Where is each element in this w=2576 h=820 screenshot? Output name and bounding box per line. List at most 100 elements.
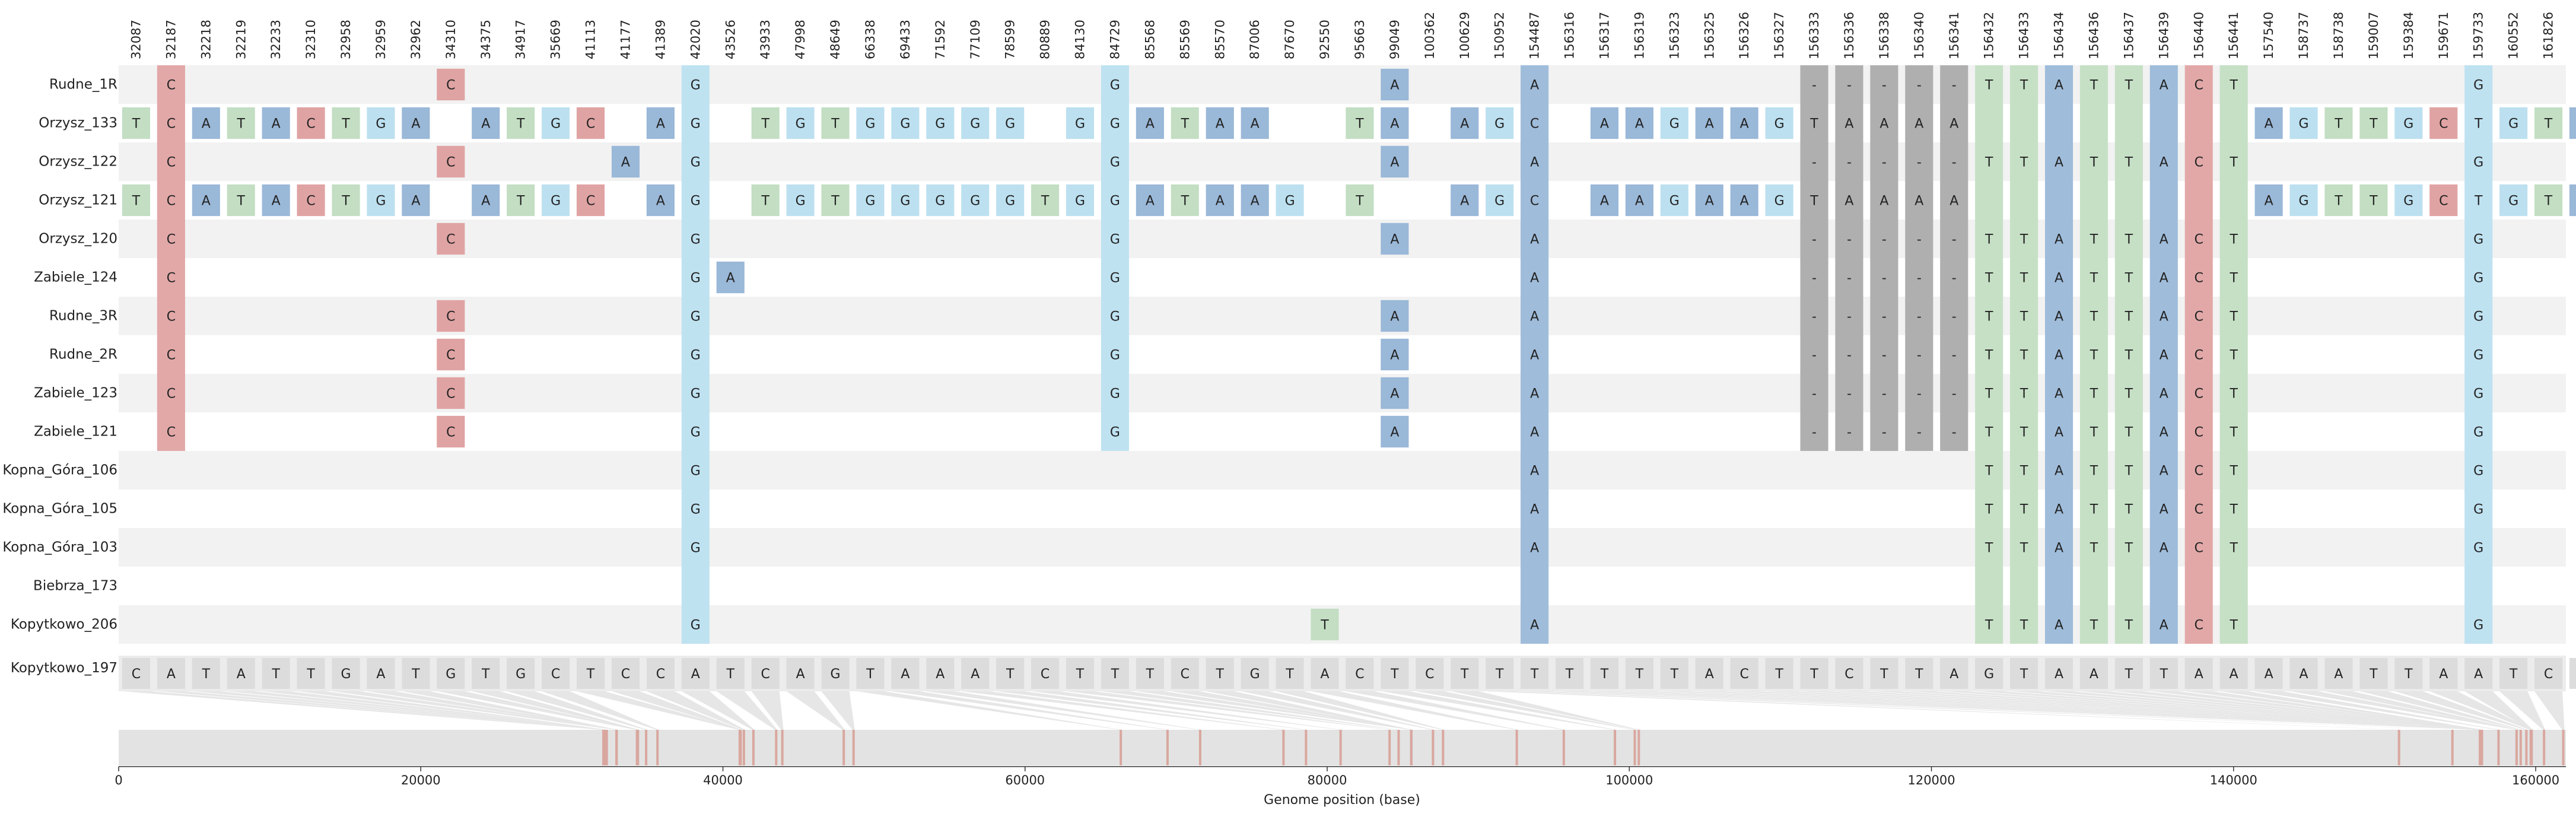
allele-cell [1066, 107, 1095, 139]
x-tick-label: 20000 [401, 773, 441, 787]
sample-label: Kopytkowo_206 [11, 617, 117, 633]
allele-text: G [1110, 310, 1120, 325]
allele-cell [926, 184, 955, 217]
position-label: 159671 [2437, 12, 2451, 59]
position-label: 85568 [1143, 20, 1157, 59]
position-label: 150952 [1493, 12, 1507, 59]
allele-text: A [2055, 348, 2063, 363]
allele-text: G [2403, 194, 2413, 209]
allele-text: - [1812, 348, 1817, 363]
allele-text: C [2439, 194, 2448, 209]
reference-base: A [936, 667, 944, 682]
connector [2219, 691, 2483, 730]
position-label: 156327 [1772, 12, 1786, 59]
allele-text: - [1917, 233, 1922, 247]
allele-text: A [1705, 117, 1714, 132]
allele-cell [1381, 415, 1409, 448]
position-label: 34375 [479, 20, 493, 59]
reference-cell [2219, 658, 2248, 689]
reference-base: C [621, 667, 630, 682]
x-tick-label: 140000 [2210, 773, 2257, 787]
allele-text: G [2473, 78, 2483, 93]
allele-text: G [376, 194, 386, 209]
position-label: 34310 [444, 20, 458, 59]
allele-text: T [1181, 194, 1190, 209]
position-labels: 32087 32187 32218 32219 32233 32310 32958 32959… [129, 12, 2555, 59]
reference-base: T [1670, 667, 1679, 682]
reference-base: A [2474, 667, 2483, 682]
reference-cell [1940, 658, 1968, 689]
connector [576, 691, 741, 730]
reference-cell [2324, 658, 2353, 689]
position-label: 156326 [1737, 12, 1751, 59]
position-label: 78599 [1003, 20, 1017, 59]
reference-base: T [586, 667, 595, 682]
allele-cell [1381, 68, 1409, 101]
reference-cell [297, 658, 325, 689]
allele-text: A [2055, 503, 2063, 517]
allele-cells: C C G G A A - - - - - T T A T T A C T G T C A T A C T G A A T G C A G T G T G G… [122, 68, 2576, 641]
genome-marker [1397, 730, 1400, 765]
allele-text: C [167, 310, 176, 325]
allele-text: T [1355, 194, 1364, 209]
allele-cell [1451, 107, 1479, 139]
position-label: 156436 [2087, 12, 2101, 59]
allele-text: G [900, 194, 910, 209]
reference-base: C [1425, 667, 1434, 682]
allele-text: A [1390, 310, 1399, 325]
reference-cell [1346, 658, 1374, 689]
allele-text: A [1530, 425, 1539, 440]
allele-text: T [2125, 425, 2133, 440]
connector [2010, 691, 2483, 730]
sample-label: Kopna_Góra_103 [2, 540, 117, 555]
reference-base: T [202, 667, 211, 682]
reference-base: C [761, 667, 769, 682]
allele-cell [2254, 107, 2283, 139]
reference-base: C [551, 667, 560, 682]
reference-cell [1416, 658, 1444, 689]
genome-marker [1562, 730, 1565, 765]
reference-cell [507, 658, 535, 689]
allele-text: T [341, 117, 350, 132]
allele-cell [786, 184, 815, 217]
allele-text: T [2020, 310, 2028, 325]
allele-cell [996, 107, 1025, 139]
connector [786, 691, 845, 730]
reference-cell [2114, 658, 2143, 689]
reference-cell [437, 658, 465, 689]
position-label: 156316 [1563, 12, 1577, 59]
x-axis: Genome position (base) 0 20000 40000 60000 8… [115, 766, 2566, 808]
column-highlight [157, 65, 185, 451]
allele-text: - [1917, 425, 1922, 440]
allele-text: T [2125, 310, 2133, 325]
reference-base: A [1321, 667, 1330, 682]
connector [1451, 691, 1640, 730]
allele-cell [437, 223, 465, 255]
reference-cell [1870, 658, 1898, 689]
connector [996, 691, 1308, 730]
position-label: 32959 [374, 20, 388, 59]
connector [1486, 691, 2400, 730]
allele-text: - [1882, 155, 1887, 170]
reference-cell [891, 658, 920, 689]
allele-text: T [1355, 117, 1364, 132]
allele-text: G [1110, 233, 1120, 247]
allele-text: - [1952, 348, 1957, 363]
column-highlight [1975, 65, 2003, 644]
position-label: 80889 [1038, 20, 1052, 59]
position-label: 47998 [793, 20, 807, 59]
allele-cell [2534, 184, 2563, 217]
allele-text: T [2090, 78, 2098, 93]
column-highlight [2219, 65, 2248, 644]
reference-cell [1381, 658, 1409, 689]
allele-text: A [1530, 387, 1539, 402]
position-label: 156440 [2192, 12, 2206, 59]
allele-text: A [2160, 425, 2168, 440]
allele-text: T [237, 117, 246, 132]
allele-text: T [1985, 155, 1993, 170]
position-label: 156340 [1912, 12, 1926, 59]
reference-base: A [1950, 667, 1958, 682]
position-label: 159733 [2472, 12, 2486, 59]
allele-text: T [2020, 78, 2028, 93]
column-highlight [1905, 65, 1933, 451]
